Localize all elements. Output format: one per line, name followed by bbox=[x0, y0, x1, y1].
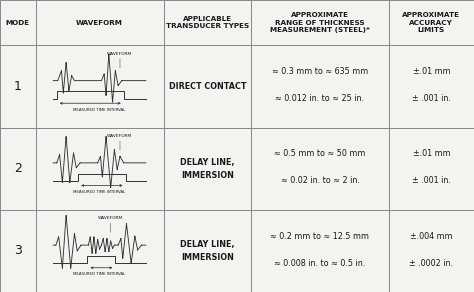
Text: APPROXIMATE
RANGE OF THICKNESS
MEASUREMENT (STEEL)*: APPROXIMATE RANGE OF THICKNESS MEASUREME… bbox=[270, 12, 370, 33]
Text: APPLICABLE
TRANSDUCER TYPES: APPLICABLE TRANSDUCER TYPES bbox=[166, 16, 249, 29]
Bar bbox=[36, 45, 164, 128]
Text: 3: 3 bbox=[14, 244, 22, 257]
Text: WAVEFORM: WAVEFORM bbox=[76, 20, 123, 26]
Text: DELAY LINE,
IMMERSION: DELAY LINE, IMMERSION bbox=[180, 157, 235, 180]
Text: MEASURED TIME INTERVAL: MEASURED TIME INTERVAL bbox=[73, 272, 126, 276]
Text: ≈ 0.012 in. to ≈ 25 in.: ≈ 0.012 in. to ≈ 25 in. bbox=[275, 94, 365, 103]
Bar bbox=[36, 0, 164, 45]
Text: ± .0002 in.: ± .0002 in. bbox=[410, 259, 453, 268]
Text: WAVEFORM: WAVEFORM bbox=[107, 52, 133, 56]
Text: WAVEFORM: WAVEFORM bbox=[98, 216, 123, 220]
Text: ≈ 0.3 mm to ≈ 635 mm: ≈ 0.3 mm to ≈ 635 mm bbox=[272, 67, 368, 76]
Bar bbox=[164, 45, 251, 128]
Bar bbox=[389, 45, 474, 128]
Text: DELAY LINE,
IMMERSION: DELAY LINE, IMMERSION bbox=[180, 240, 235, 262]
Bar bbox=[36, 210, 164, 292]
Bar bbox=[389, 0, 474, 45]
Text: ≈ 0.2 mm to ≈ 12.5 mm: ≈ 0.2 mm to ≈ 12.5 mm bbox=[271, 232, 369, 241]
Text: ± .001 in.: ± .001 in. bbox=[412, 94, 451, 103]
Text: APPROXIMATE
ACCURACY
LIMITS: APPROXIMATE ACCURACY LIMITS bbox=[402, 12, 460, 33]
Bar bbox=[164, 210, 251, 292]
Bar bbox=[0, 45, 36, 128]
Bar bbox=[389, 210, 474, 292]
Bar bbox=[0, 128, 36, 210]
Bar bbox=[36, 128, 164, 210]
Text: ± .001 in.: ± .001 in. bbox=[412, 176, 451, 185]
Bar bbox=[251, 45, 389, 128]
Text: MEASURED TIME INTERVAL: MEASURED TIME INTERVAL bbox=[73, 108, 126, 112]
Text: MEASURED TIME INTERVAL: MEASURED TIME INTERVAL bbox=[73, 190, 126, 194]
Text: ±.004 mm: ±.004 mm bbox=[410, 232, 453, 241]
Bar bbox=[251, 128, 389, 210]
Text: MODE: MODE bbox=[6, 20, 30, 26]
Text: 2: 2 bbox=[14, 162, 22, 175]
Bar bbox=[0, 0, 36, 45]
Bar bbox=[251, 0, 389, 45]
Bar bbox=[251, 210, 389, 292]
Text: ≈ 0.02 in. to ≈ 2 in.: ≈ 0.02 in. to ≈ 2 in. bbox=[281, 176, 359, 185]
Text: WAVEFORM: WAVEFORM bbox=[107, 134, 133, 138]
Text: ≈ 0.008 in. to ≈ 0.5 in.: ≈ 0.008 in. to ≈ 0.5 in. bbox=[274, 259, 365, 268]
Text: DIRECT CONTACT: DIRECT CONTACT bbox=[169, 82, 246, 91]
Text: ±.01 mm: ±.01 mm bbox=[412, 67, 450, 76]
Bar bbox=[0, 210, 36, 292]
Bar bbox=[389, 128, 474, 210]
Bar bbox=[164, 0, 251, 45]
Bar bbox=[164, 128, 251, 210]
Text: ≈ 0.5 mm to ≈ 50 mm: ≈ 0.5 mm to ≈ 50 mm bbox=[274, 149, 365, 158]
Text: 1: 1 bbox=[14, 80, 22, 93]
Text: ±.01 mm: ±.01 mm bbox=[412, 149, 450, 158]
